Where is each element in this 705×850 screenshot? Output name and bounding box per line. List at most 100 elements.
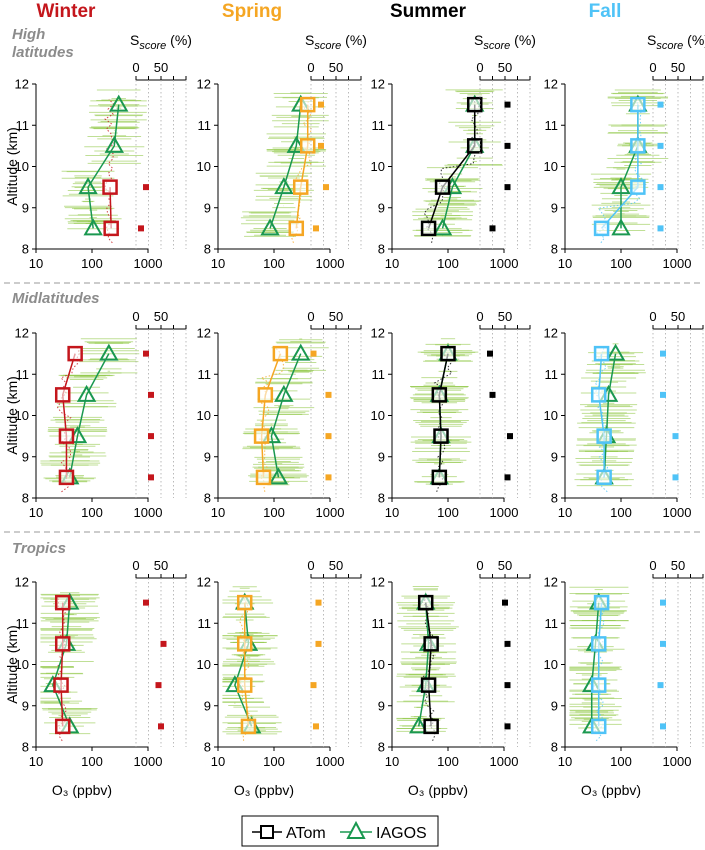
y-tick-label: 12	[544, 575, 558, 590]
y-tick-label: 11	[372, 118, 386, 133]
atom-point	[102, 179, 118, 195]
y-tick-label: 9	[204, 200, 211, 215]
iagos-mean-line	[417, 602, 430, 727]
y-tick-label: 11	[198, 367, 212, 382]
x-axis-label: O₃ (ppbv)	[52, 782, 112, 798]
y-tick-label: 11	[198, 616, 212, 631]
y-tick-label: 9	[22, 200, 29, 215]
panel-1-1: 8 9 10 11 12 10 100 1000 0 50	[197, 309, 362, 520]
atom-point	[431, 469, 448, 486]
x-tick-label: 10	[211, 256, 225, 271]
score-point	[657, 225, 664, 232]
y-tick-label: 8	[551, 740, 558, 755]
x-tick-label: 1000	[490, 505, 519, 520]
atom-point	[255, 469, 272, 486]
score-point	[487, 350, 493, 357]
atom-point	[299, 96, 316, 113]
y-axis-label: Altitude (km)	[4, 376, 20, 455]
iagos-point	[274, 177, 294, 195]
y-axis-label: Altitude (km)	[4, 127, 20, 206]
panel-1-0: 8 9 10 11 12 10 100 1000 Altitude (km) 0 50	[4, 309, 187, 520]
atom-mean-line	[438, 353, 449, 478]
atom-point	[433, 428, 449, 444]
panel-0-3: 8 9 10 11 12 10 100 1000 0 50 Sscore (%)	[544, 32, 705, 271]
x-tick-label: 1000	[134, 256, 163, 271]
score-point	[313, 225, 319, 232]
score-label: Sscore (%)	[647, 32, 705, 52]
atom-point	[54, 387, 71, 403]
atom-point	[288, 220, 305, 237]
score-point	[657, 142, 664, 149]
score-tick-label: 0	[132, 558, 139, 573]
score-point	[148, 391, 154, 398]
score-point	[504, 184, 511, 191]
y-tick-label: 12	[544, 326, 558, 341]
score-tick-label: 50	[154, 60, 168, 75]
y-tick-label: 9	[378, 698, 385, 713]
score-tick-label: 0	[476, 60, 483, 75]
region-label: Tropics	[12, 540, 66, 557]
atom-point	[58, 428, 75, 444]
iagos-mean-line	[590, 602, 600, 727]
atom-point	[67, 345, 83, 362]
atom-raw-trace	[596, 99, 643, 244]
legend-atom-marker	[260, 825, 274, 839]
legend-iagos-label: IAGOS	[376, 825, 427, 842]
panel-0-1: 8 9 10 11 12 10 100 1000 0 50 Sscore (%)	[197, 32, 367, 271]
y-axis-label: Altitude (km)	[4, 625, 20, 704]
x-tick-label: 1000	[663, 256, 692, 271]
score-tick-label: 50	[329, 60, 343, 75]
panel-0-2: 8 9 10 11 12 10 100 1000 0 50 Sscore (%)	[371, 32, 536, 271]
score-point	[325, 433, 332, 440]
atom-point	[630, 96, 646, 113]
iagos-point	[78, 177, 98, 195]
atom-point	[440, 345, 456, 362]
x-tick-label: 1000	[316, 505, 345, 520]
panel-2-3: 8 9 10 11 12 10 100 1000 O₃ (ppbv) 0 50	[544, 558, 704, 798]
panel-1-3: 8 9 10 11 12 10 100 1000 0 50	[544, 309, 704, 520]
atom-point	[630, 138, 646, 154]
atom-point	[593, 220, 610, 237]
score-tick-label: 0	[476, 558, 483, 573]
x-tick-label: 100	[263, 256, 285, 271]
atom-point	[417, 594, 434, 611]
season-header-summer: Summer	[390, 1, 467, 22]
y-tick-label: 11	[545, 367, 559, 382]
score-point	[507, 433, 513, 440]
atom-point	[54, 718, 71, 735]
atom-point	[236, 594, 253, 611]
y-tick-label: 12	[371, 77, 385, 92]
score-point	[660, 599, 666, 606]
score-point	[313, 723, 319, 730]
y-tick-label: 12	[371, 575, 385, 590]
score-tick-label: 0	[307, 309, 314, 324]
atom-point	[236, 677, 253, 693]
score-point	[143, 599, 149, 606]
score-point	[160, 640, 167, 647]
y-tick-label: 10	[197, 159, 211, 174]
y-tick-label: 10	[197, 408, 211, 423]
y-tick-label: 9	[22, 449, 29, 464]
atom-raw-trace	[291, 99, 313, 243]
x-axis-label: O₃ (ppbv)	[408, 782, 468, 798]
atom-point	[431, 387, 448, 403]
y-tick-label: 10	[544, 657, 558, 672]
x-tick-label: 10	[558, 505, 572, 520]
score-tick-label: 50	[154, 558, 168, 573]
score-point	[504, 640, 511, 647]
atom-point	[54, 636, 71, 652]
score-point	[504, 101, 511, 108]
y-tick-label: 12	[197, 326, 211, 341]
panel-2-0: 8 9 10 11 12 10 100 1000 Altitude (km) O₃ (ppbv) 0…	[4, 558, 187, 798]
y-tick-label: 11	[16, 616, 30, 631]
region-separators	[4, 282, 701, 533]
score-point	[148, 433, 154, 440]
x-tick-label: 10	[385, 256, 399, 271]
legend-atom-label: ATom	[286, 825, 326, 842]
score-point	[143, 350, 149, 357]
y-tick-label: 11	[545, 118, 559, 133]
atom-point	[103, 220, 119, 237]
x-tick-label: 100	[437, 505, 459, 520]
x-tick-label: 100	[610, 754, 632, 769]
